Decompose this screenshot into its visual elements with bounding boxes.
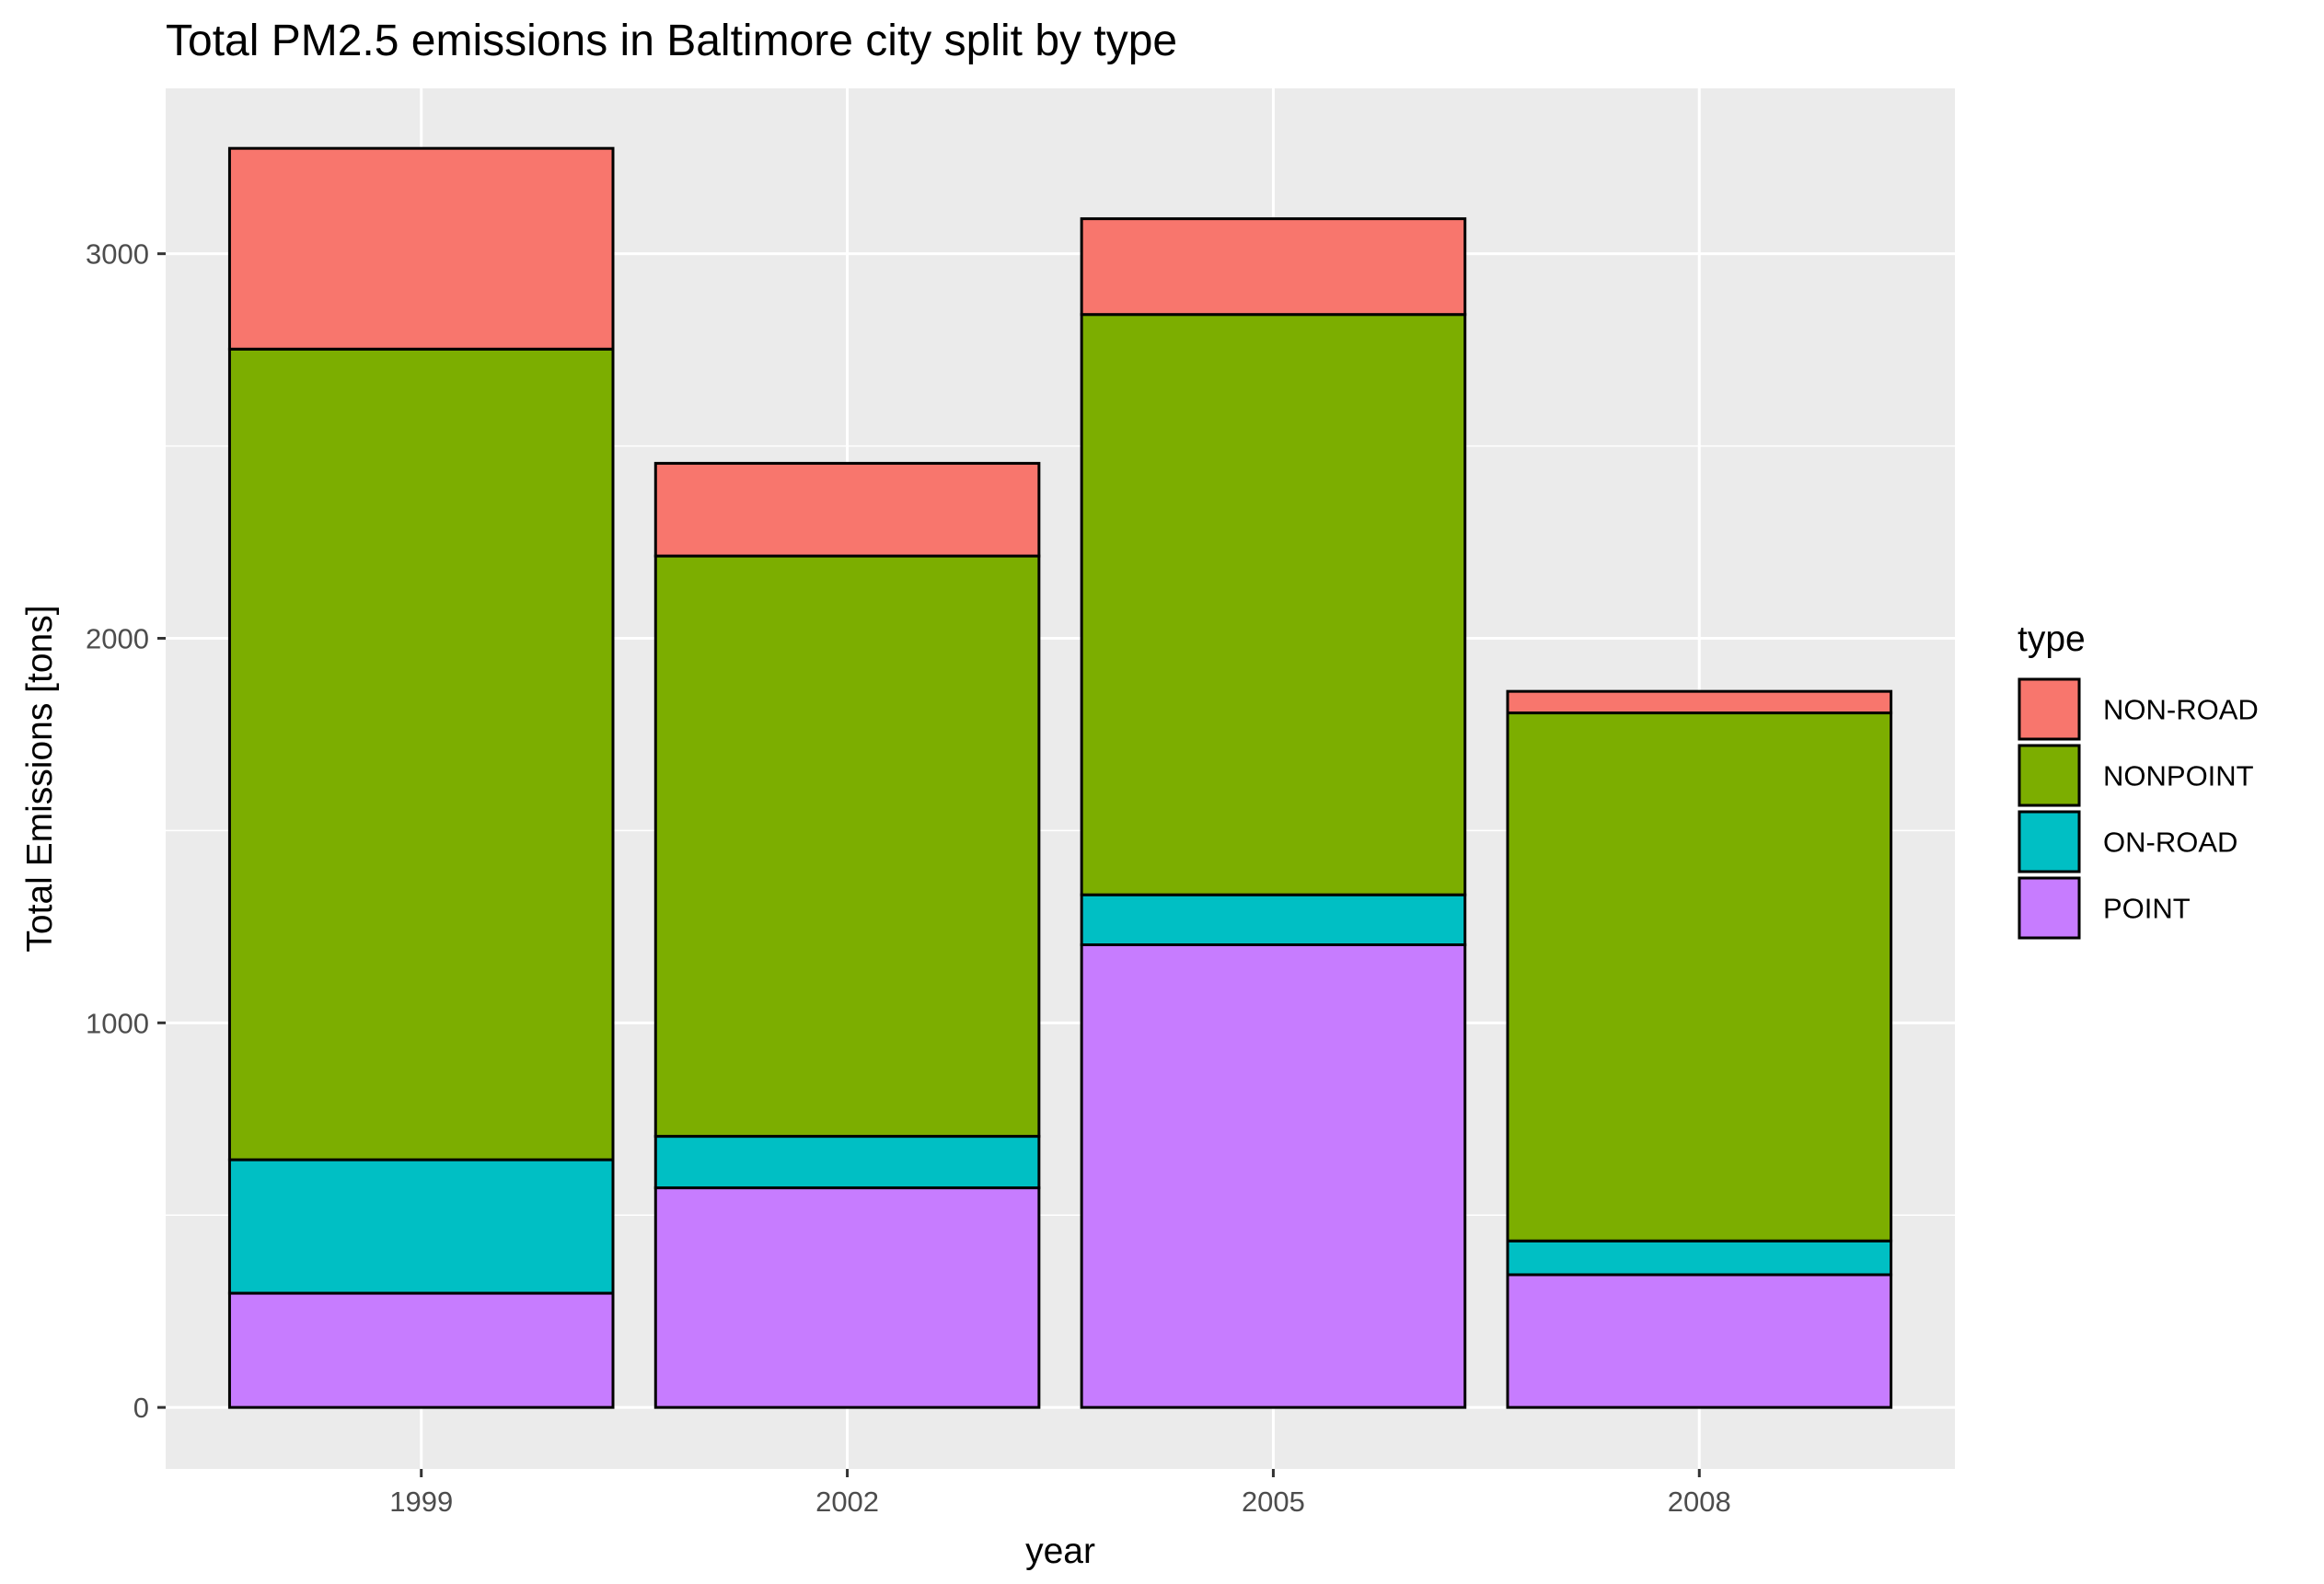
y-tick-label: 2000: [86, 622, 149, 654]
legend-swatch-point: [2018, 876, 2081, 940]
bar-non-road-2002: [653, 461, 1041, 558]
bar-nonpoint-2008: [1506, 711, 1893, 1243]
x-tick-label: 1999: [389, 1486, 453, 1518]
bar-non-road-2005: [1080, 217, 1467, 317]
legend-label-non-road: NON-ROAD: [2103, 694, 2259, 726]
x-tick-label: 2008: [1668, 1486, 1731, 1518]
bar-point-1999: [227, 1291, 615, 1409]
bar-on-road-2008: [1506, 1239, 1893, 1277]
y-tick-label: 0: [133, 1392, 149, 1424]
legend-label-on-road: ON-ROAD: [2103, 827, 2237, 859]
bar-nonpoint-2005: [1080, 313, 1467, 896]
x-axis-title: year: [1025, 1532, 1095, 1571]
chart-title: Total PM2.5 emissions in Baltimore city …: [166, 17, 1177, 65]
legend-label-point: POINT: [2103, 893, 2191, 925]
legend-swatch-nonpoint: [2018, 744, 2081, 807]
legend-title: type: [2018, 619, 2086, 659]
bar-non-road-2008: [1506, 689, 1893, 715]
bar-on-road-1999: [227, 1158, 615, 1295]
legend-label-nonpoint: NONPOINT: [2103, 760, 2254, 792]
bar-point-2008: [1506, 1273, 1893, 1409]
legend-swatch-on-road: [2018, 810, 2081, 873]
legend-swatch-non-road: [2018, 677, 2081, 741]
y-tick-label: 1000: [86, 1007, 149, 1039]
x-axis: 1999 2002 2005 2008: [389, 1469, 1731, 1518]
bar-on-road-2002: [653, 1135, 1041, 1190]
bar-point-2002: [653, 1186, 1041, 1409]
bars-layer: [227, 146, 1893, 1409]
bar-point-2005: [1080, 943, 1467, 1409]
bar-non-road-1999: [227, 146, 615, 351]
x-tick-label: 2002: [815, 1486, 879, 1518]
bar-nonpoint-2002: [653, 554, 1041, 1139]
legend: type NON-ROAD NONPOINT ON-ROAD POINT: [2018, 619, 2259, 940]
y-tick-label: 3000: [86, 238, 149, 271]
bar-on-road-2005: [1080, 893, 1467, 947]
x-tick-label: 2005: [1242, 1486, 1305, 1518]
bar-nonpoint-1999: [227, 347, 615, 1162]
y-axis: 0 1000 2000 3000: [86, 238, 166, 1424]
y-axis-title: Total Emissions [tons]: [20, 605, 60, 952]
